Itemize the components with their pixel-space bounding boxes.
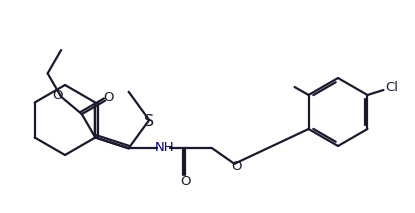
- Text: Cl: Cl: [385, 82, 398, 95]
- Text: O: O: [231, 160, 242, 173]
- Text: O: O: [103, 91, 113, 104]
- Text: NH: NH: [154, 141, 174, 154]
- Text: O: O: [180, 175, 190, 188]
- Text: S: S: [144, 114, 154, 128]
- Text: O: O: [52, 89, 62, 102]
